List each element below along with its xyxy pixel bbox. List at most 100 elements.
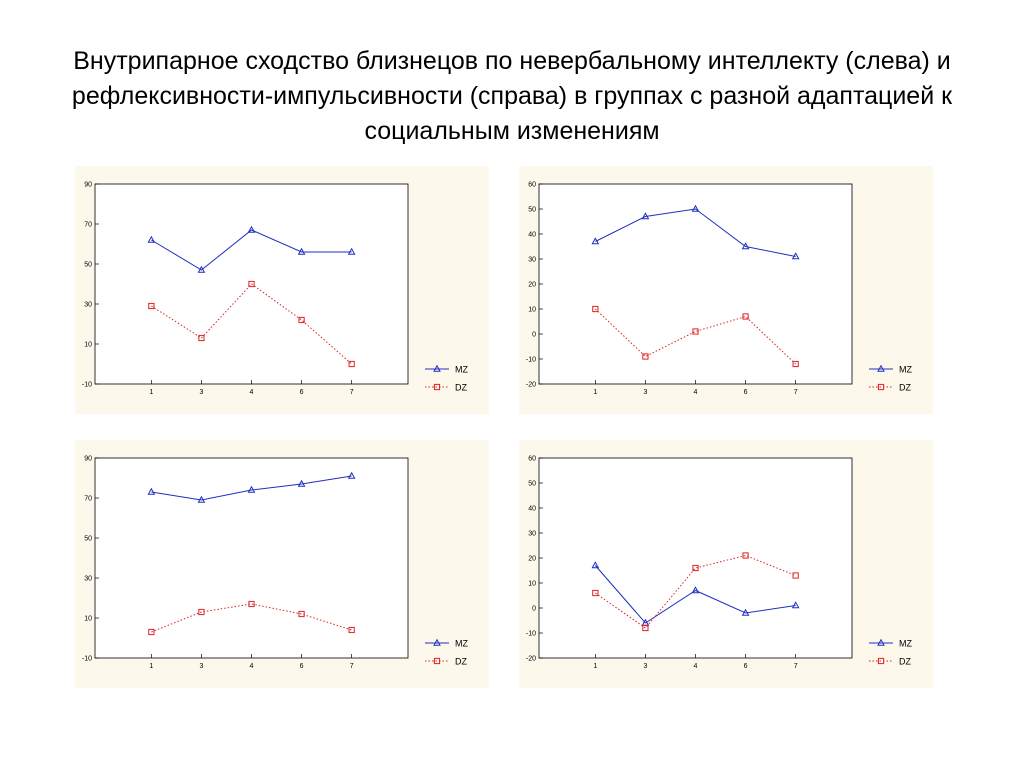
- legend-item-dz: DZ: [869, 657, 911, 667]
- chart-panel-bottom-right: -20 -10 0 10 20 30 40 50 60 1 3 4 6 7 MZ DZ: [519, 440, 933, 688]
- slide-title: Внутрипарное сходство близнецов по невер…: [71, 47, 953, 145]
- legend-marker: [433, 364, 441, 372]
- line-chart-1: -10 10 30 50 70 90 1 3 4 6 7 MZ DZ: [82, 182, 469, 397]
- data-point-mz: [197, 265, 206, 273]
- data-point-mz: [297, 479, 306, 487]
- data-point-mz: [197, 495, 206, 503]
- data-point-mz: [641, 212, 650, 220]
- y-tick-label: 90: [84, 456, 92, 463]
- x-tick-label: 6: [300, 663, 304, 670]
- data-point-dz: [792, 572, 799, 579]
- series-mz: [147, 471, 356, 503]
- data-point-mz: [247, 485, 256, 493]
- x-tick-label: 1: [593, 663, 597, 670]
- data-point-mz: [791, 601, 800, 609]
- y-tick-label: 90: [84, 182, 92, 189]
- series-line-mz: [594, 565, 796, 624]
- data-point-dz: [592, 305, 599, 313]
- y-tick-label: 0: [532, 606, 536, 613]
- y-tick-label: 40: [528, 232, 536, 239]
- y-tick-label: 10: [84, 342, 92, 349]
- data-point-mz: [347, 247, 356, 255]
- y-tick-label: 60: [528, 182, 536, 189]
- data-point-mz: [347, 471, 356, 479]
- series-dz: [148, 600, 355, 636]
- y-tick-label: 50: [528, 207, 536, 214]
- line-chart-3: -10 10 30 50 70 90 1 3 4 6 7 MZ DZ: [82, 456, 469, 671]
- series-dz: [148, 280, 355, 368]
- y-tick-label: 30: [84, 302, 92, 309]
- y-tick-label: 0: [532, 332, 536, 339]
- x-tick-label: 1: [593, 389, 597, 396]
- x-tick-label: 7: [350, 663, 354, 670]
- data-point-mz: [297, 247, 306, 255]
- data-point-dz: [148, 628, 155, 636]
- data-point-mz: [247, 225, 256, 233]
- data-point-dz: [298, 316, 305, 324]
- legend-marker: [433, 657, 441, 665]
- legend-label: MZ: [455, 365, 468, 375]
- x-tick-label: 3: [643, 389, 647, 396]
- x-tick-label: 7: [350, 389, 354, 396]
- y-tick-label: 10: [84, 616, 92, 623]
- legend-item-mz: MZ: [425, 365, 468, 375]
- x-tick-label: 3: [643, 663, 647, 670]
- data-point-dz: [248, 600, 255, 608]
- data-point-dz: [642, 353, 649, 360]
- x-tick-label: 6: [300, 389, 304, 396]
- x-tick-label: 3: [199, 663, 203, 670]
- y-tick-label: 10: [528, 581, 536, 588]
- y-tick-label: 30: [528, 257, 536, 264]
- data-point-mz: [791, 252, 800, 260]
- data-point-dz: [742, 313, 749, 320]
- legend-item-dz: DZ: [425, 383, 467, 393]
- x-tick-label: 4: [250, 663, 254, 670]
- data-point-dz: [148, 302, 155, 310]
- x-tick-label: 7: [794, 389, 798, 396]
- data-point-dz: [792, 360, 799, 368]
- legend-item-mz: MZ: [869, 365, 912, 375]
- plot-area: [538, 457, 853, 659]
- legend-label: MZ: [899, 639, 912, 649]
- legend-label: DZ: [899, 383, 911, 393]
- plot-area: [94, 457, 409, 659]
- data-point-mz: [147, 487, 156, 495]
- y-tick-label: 10: [528, 307, 536, 314]
- line-chart-2: -20 -10 0 10 20 30 40 50 60 1 3 4 6 7 MZ DZ: [526, 182, 913, 397]
- data-point-dz: [248, 280, 255, 288]
- x-tick-label: 6: [744, 389, 748, 396]
- legend-item-mz: MZ: [425, 639, 468, 649]
- y-tick-label: -10: [526, 357, 536, 364]
- y-tick-label: -10: [526, 631, 536, 638]
- legend-marker: [877, 364, 885, 372]
- series-line-dz: [151, 603, 352, 633]
- series-mz: [591, 204, 800, 260]
- data-point-dz: [198, 334, 205, 342]
- y-tick-label: 60: [528, 456, 536, 463]
- data-point-mz: [591, 561, 600, 569]
- data-point-mz: [147, 235, 156, 243]
- data-point-dz: [742, 552, 749, 559]
- legend-item-dz: DZ: [869, 383, 911, 393]
- chart-panel-bottom-left: -10 10 30 50 70 90 1 3 4 6 7 MZ DZ: [75, 440, 489, 688]
- chart-panel-top-left: -10 10 30 50 70 90 1 3 4 6 7 MZ DZ: [75, 166, 489, 414]
- legend-label: MZ: [899, 365, 912, 375]
- legend-marker: [433, 638, 441, 646]
- data-point-mz: [691, 586, 700, 594]
- legend-label: MZ: [455, 639, 468, 649]
- y-tick-label: 70: [84, 222, 92, 229]
- data-point-mz: [741, 608, 750, 616]
- legend-marker: [877, 657, 885, 665]
- series-mz: [147, 225, 356, 273]
- legend-marker: [877, 638, 885, 646]
- legend-label: DZ: [455, 383, 467, 393]
- y-tick-label: -20: [526, 656, 536, 663]
- y-tick-label: 20: [528, 556, 536, 563]
- legend-label: DZ: [455, 657, 467, 667]
- y-tick-label: 30: [528, 531, 536, 538]
- y-tick-label: -20: [526, 382, 536, 389]
- legend-marker: [877, 383, 885, 391]
- y-tick-label: 50: [528, 481, 536, 488]
- data-point-dz: [592, 589, 599, 597]
- data-point-dz: [642, 624, 649, 632]
